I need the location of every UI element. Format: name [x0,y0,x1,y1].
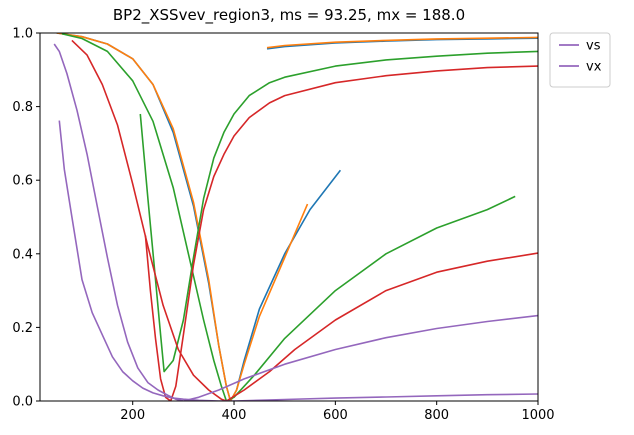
series-layer [53,33,538,401]
series-line-4 [61,33,516,401]
y-tick-label: 0.8 [12,100,33,115]
series-line-7 [144,65,538,401]
y-axis: 0.0 0.2 0.4 0.6 0.8 1.0 [12,27,40,410]
x-tick-label: 1000 [521,408,554,423]
series-line-3 [266,36,538,49]
legend-label-vs: vs [586,39,601,54]
series-line-5 [139,50,538,373]
series-line-1 [56,33,309,401]
x-tick-label: 600 [323,408,348,423]
plot-frame [39,32,539,402]
series-line-6 [71,39,538,401]
y-tick-label: 0.0 [12,395,33,410]
x-tick-label: 800 [424,408,449,423]
series-line-9 [58,120,538,401]
y-tick-label: 0.6 [12,174,33,189]
x-tick-label: 200 [120,408,145,423]
y-tick-label: 1.0 [12,27,33,42]
x-tick-label: 400 [222,408,247,423]
legend-box [549,32,611,88]
y-tick-label: 0.2 [12,321,33,336]
x-axis: 200 400 600 800 1000 [120,401,555,423]
legend: vs vx [549,32,611,88]
series-line-8 [53,43,538,401]
legend-label-vx: vx [586,60,602,75]
chart-title: BP2_XSSvev_region3, ms = 93.25, mx = 188… [113,6,465,25]
y-tick-label: 0.4 [12,247,33,262]
